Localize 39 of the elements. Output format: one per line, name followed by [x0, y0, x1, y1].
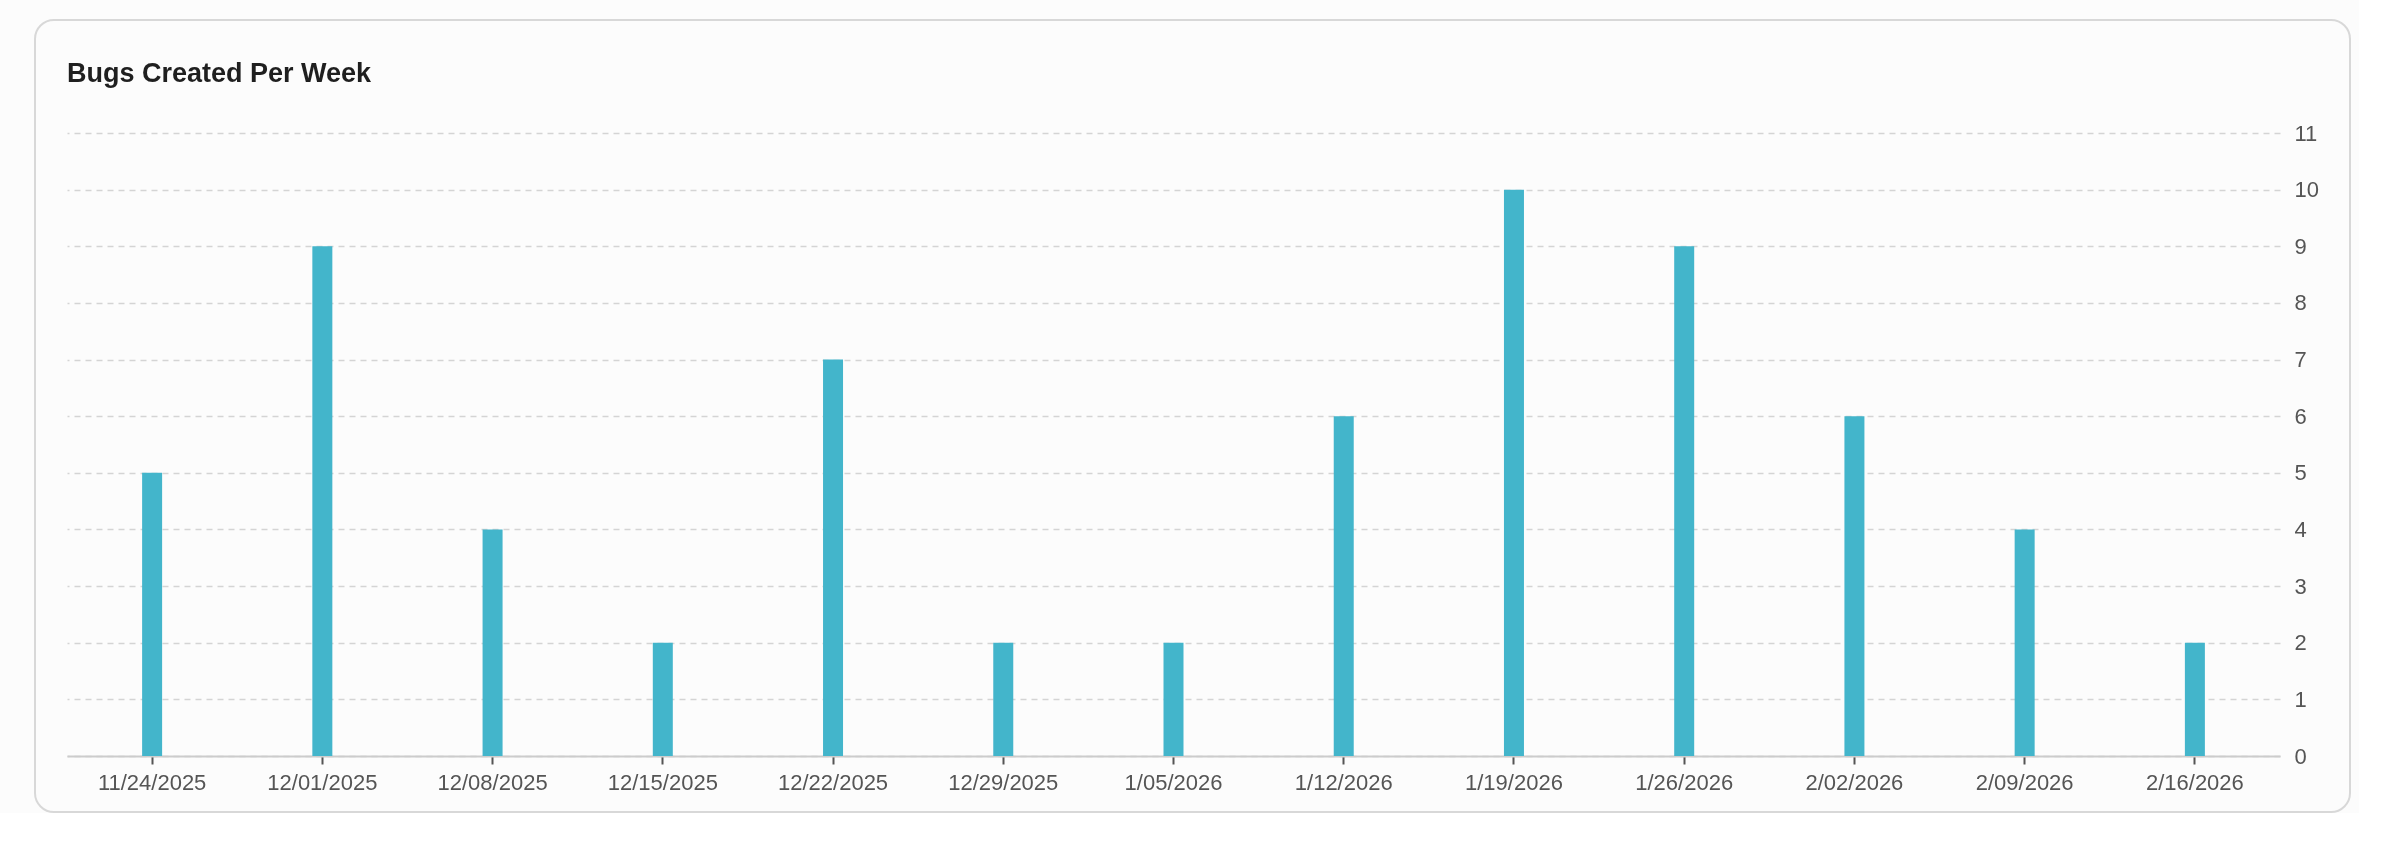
- y-tick-label: 11: [2294, 120, 2318, 146]
- bar: [993, 642, 1014, 756]
- x-tick-label: 12/15/2025: [607, 769, 718, 795]
- bar: [652, 642, 673, 756]
- bar: [1163, 642, 1184, 756]
- x-tick-label: 2/09/2026: [1975, 769, 2074, 795]
- x-tick-label: 2/16/2026: [2145, 769, 2244, 795]
- y-tick-label: 10: [2294, 177, 2319, 203]
- bar: [1674, 246, 1695, 756]
- y-tick-label: 8: [2294, 290, 2307, 316]
- y-tick-label: 1: [2294, 686, 2307, 712]
- y-tick-label: 2: [2294, 630, 2307, 656]
- y-tick-label: 0: [2294, 743, 2307, 769]
- y-tick-label: 3: [2294, 573, 2307, 599]
- y-tick-label: 4: [2294, 516, 2307, 542]
- chart-title: Bugs Created Per Week: [67, 58, 373, 88]
- x-tick-label: 1/05/2026: [1124, 769, 1223, 795]
- bar: [312, 246, 333, 756]
- x-tick-label: 12/29/2025: [948, 769, 1059, 795]
- y-tick-label: 9: [2294, 233, 2307, 259]
- bar: [1503, 189, 1524, 756]
- x-tick-label: 1/12/2026: [1294, 769, 1393, 795]
- x-tick-label: 12/01/2025: [267, 769, 378, 795]
- bar: [2184, 642, 2205, 756]
- x-tick-label: 1/26/2026: [1635, 769, 1734, 795]
- bar: [1844, 416, 1865, 756]
- bar: [2014, 529, 2035, 756]
- x-tick-label: 2/02/2026: [1805, 769, 1904, 795]
- bar: [823, 359, 844, 756]
- y-tick-label: 7: [2294, 347, 2307, 373]
- y-tick-label: 5: [2294, 460, 2307, 486]
- x-tick-label: 1/19/2026: [1465, 769, 1563, 795]
- y-tick-label: 6: [2294, 403, 2307, 429]
- bar: [1333, 416, 1354, 756]
- x-tick-label: 12/22/2025: [777, 769, 889, 795]
- x-tick-label: 11/24/2025: [97, 769, 207, 795]
- x-tick-label: 12/08/2025: [437, 769, 548, 795]
- bar: [482, 529, 503, 756]
- bar: [142, 472, 163, 756]
